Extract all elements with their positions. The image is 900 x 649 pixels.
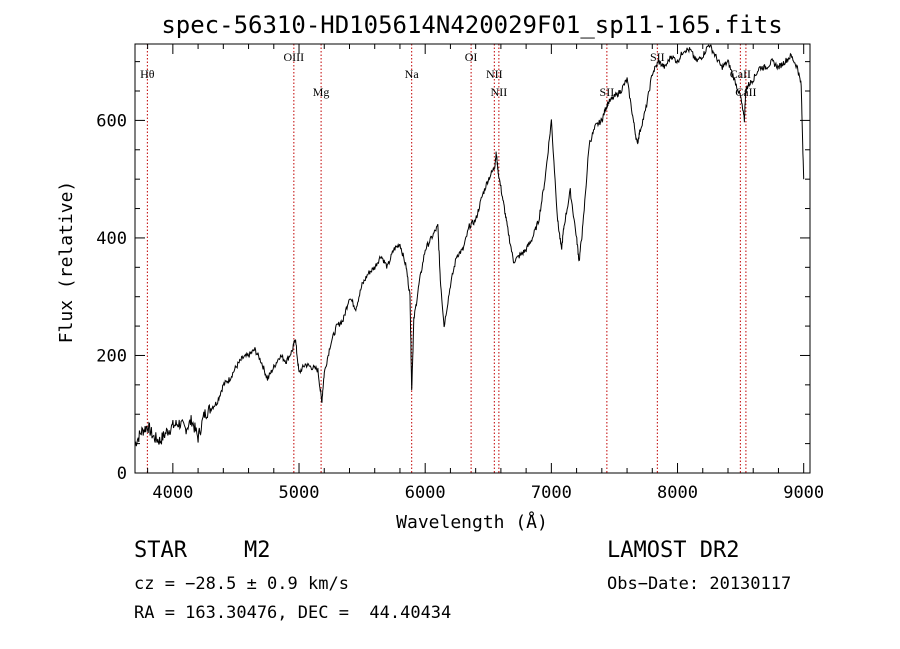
x-tick-label: 6000 xyxy=(405,483,446,503)
line-label: NII xyxy=(486,67,503,81)
observation-date: Obs−Date: 20130117 xyxy=(607,574,792,594)
y-tick-label: 600 xyxy=(96,111,127,131)
line-label: SII xyxy=(600,85,615,99)
x-tick-label: 9000 xyxy=(783,483,824,503)
line-label: NII xyxy=(491,85,508,99)
spectrum-line xyxy=(134,44,805,447)
line-label: OI xyxy=(465,50,478,64)
survey-name: LAMOST DR2 xyxy=(607,538,740,563)
line-labels: Hθ OIII Mg Na OI NII NII SII SII CaII CaII xyxy=(140,50,756,99)
y-tick-label: 400 xyxy=(96,229,127,249)
object-subclass: M2 xyxy=(244,538,271,563)
line-label: OIII xyxy=(284,50,305,64)
line-label: Mg xyxy=(313,85,330,99)
object-class: STAR xyxy=(134,538,187,563)
x-axis-label: Wavelength (Å) xyxy=(396,511,548,533)
redshift-velocity: cz = −28.5 ± 0.9 km/s xyxy=(134,574,349,594)
plot-frame xyxy=(134,43,811,474)
y-tick-label: 200 xyxy=(96,346,127,366)
spectrum-series xyxy=(134,44,805,447)
y-tick-label: 0 xyxy=(117,464,127,484)
line-label: CaII xyxy=(735,85,756,99)
axes: 4000 5000 6000 7000 8000 9000 0 200 400 600 xyxy=(96,43,824,503)
line-label: Na xyxy=(405,67,420,81)
line-markers xyxy=(146,44,747,473)
y-axis-label: Flux (relative) xyxy=(56,181,77,344)
coordinates: RA = 163.30476, DEC = 44.40434 xyxy=(134,603,452,623)
x-tick-label: 8000 xyxy=(657,483,698,503)
line-label: SII xyxy=(650,50,665,64)
x-tick-label: 5000 xyxy=(279,483,320,503)
line-label: Hθ xyxy=(140,67,155,81)
x-tick-label: 7000 xyxy=(531,483,572,503)
line-label: CaII xyxy=(730,67,751,81)
x-tick-label: 4000 xyxy=(152,483,193,503)
chart-title: spec-56310-HD105614N420029F01_sp11-165.f… xyxy=(161,11,782,39)
